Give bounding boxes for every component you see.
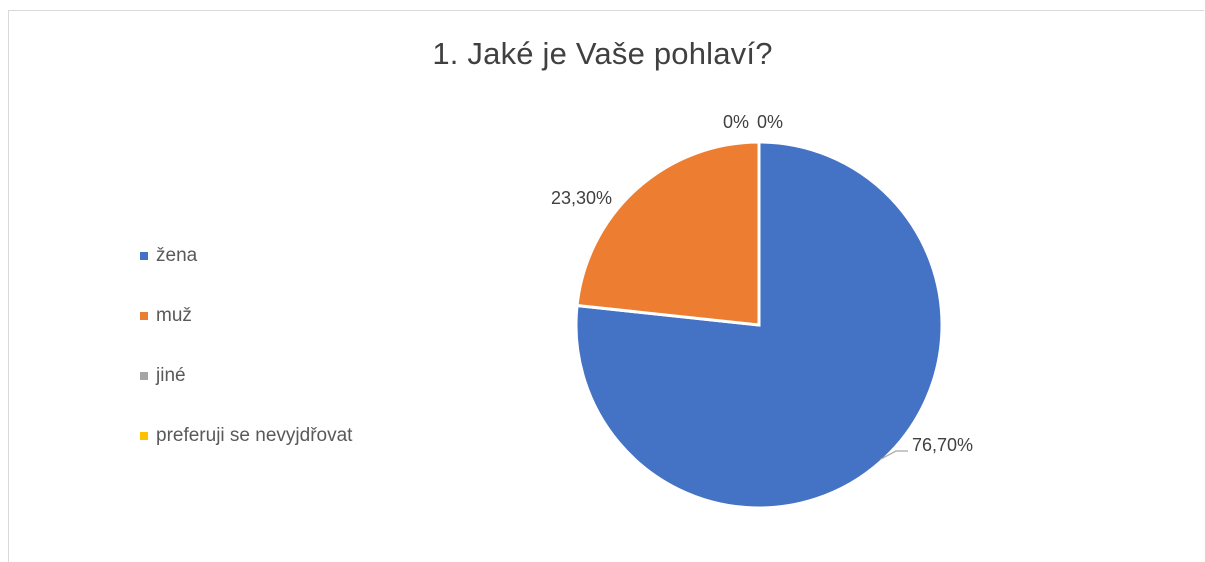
legend-label-zena: žena	[156, 245, 198, 266]
data-label-jine: 0%	[723, 112, 749, 132]
data-label-preferuji: 0%	[757, 112, 783, 132]
legend: žena muž jiné preferuji se nevyjdřovat	[140, 226, 352, 466]
pie-slices	[574, 140, 944, 510]
data-label-zena: 76,70%	[912, 435, 973, 455]
pie-slice-zena	[574, 140, 944, 510]
legend-label-jine: jiné	[156, 365, 186, 386]
legend-swatch-preferuji	[140, 432, 148, 440]
legend-item-zena: žena	[140, 226, 352, 286]
legend-item-muz: muž	[140, 286, 352, 346]
pie-slice-muz	[575, 140, 761, 327]
legend-item-preferuji: preferuji se nevyjdřovat	[140, 406, 352, 466]
legend-label-preferuji: preferuji se nevyjdřovat	[156, 425, 353, 446]
pie-data-labels: 76,70% 23,30% 0% 0%	[551, 112, 973, 461]
chart-frame	[8, 10, 1204, 562]
legend-item-jine: jiné	[140, 346, 352, 406]
leader-line-zena	[879, 450, 908, 461]
legend-swatch-zena	[140, 252, 148, 260]
chart-title: 1. Jaké je Vaše pohlaví?	[432, 36, 773, 71]
legend-swatch-muz	[140, 312, 148, 320]
data-label-muz: 23,30%	[551, 188, 612, 208]
legend-swatch-jine	[140, 372, 148, 380]
legend-label-muz: muž	[156, 305, 192, 326]
